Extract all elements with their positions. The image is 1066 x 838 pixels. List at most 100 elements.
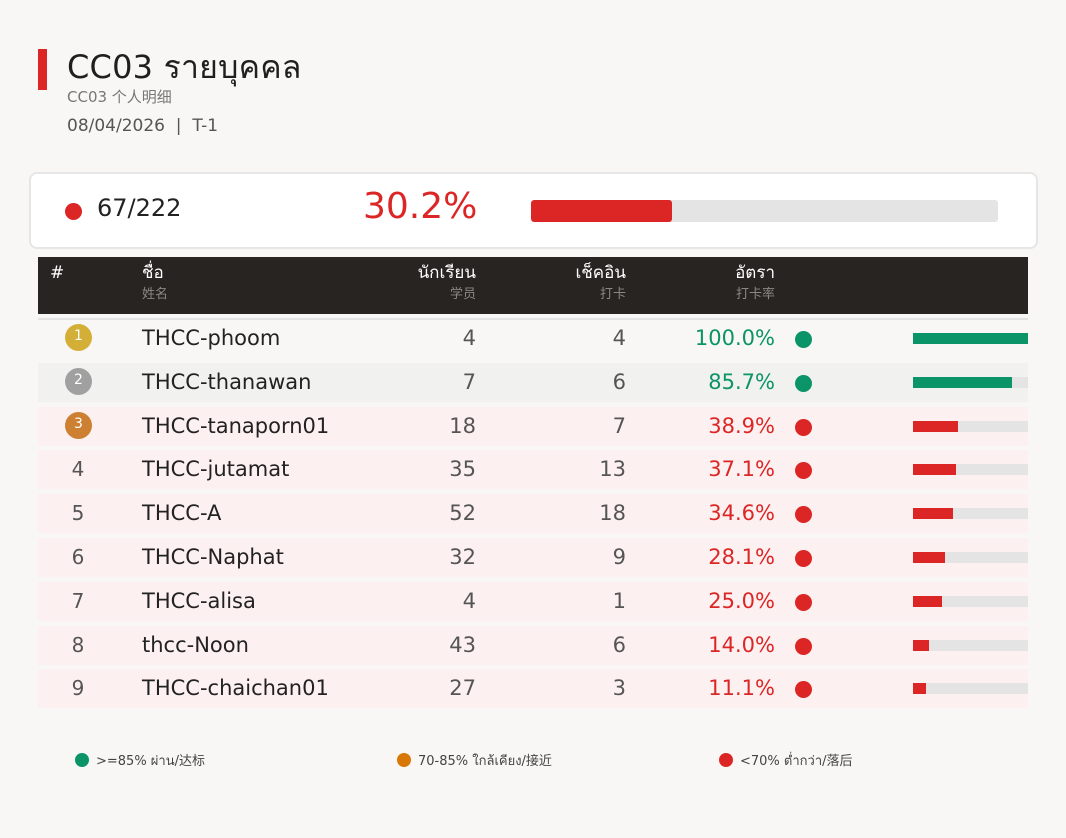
row-rate-bar-track	[913, 464, 1028, 476]
col-students-sub: 学员	[449, 287, 476, 302]
legend-near-dot	[397, 753, 411, 767]
row-students: 52	[449, 501, 476, 526]
rank-number: 6	[71, 545, 85, 569]
table-row: 8 thcc-Noon 43 6 14.0%	[38, 625, 1028, 665]
row-rate: 100.0%	[694, 326, 775, 350]
row-students: 4	[462, 588, 476, 613]
row-rate: 11.1%	[708, 676, 775, 701]
page-title: CC03 รายบุคคล	[67, 48, 302, 86]
row-name: THCC-jutamat	[142, 457, 290, 482]
legend-below-label: <70% ต่ำกว่า/落后	[740, 754, 853, 769]
row-rate-bar-fill	[913, 376, 1012, 388]
row-rate-bar-track	[913, 595, 1028, 607]
row-name: THCC-alisa	[142, 588, 256, 613]
col-rate: อัตรา 打卡率	[735, 262, 775, 304]
row-rate-bar-fill	[913, 683, 926, 695]
row-checkins: 6	[612, 369, 626, 394]
col-rate-sub: 打卡率	[735, 287, 775, 302]
row-status-dot	[795, 637, 812, 655]
row-rate: 28.1%	[708, 545, 775, 569]
row-checkins: 13	[599, 457, 626, 482]
col-checkins-label: เช็คอิน	[575, 263, 626, 283]
col-students-label: นักเรียน	[417, 263, 476, 283]
row-rate: 37.1%	[708, 457, 775, 482]
row-rate-bar-track	[913, 376, 1028, 388]
row-checkins: 4	[612, 326, 626, 350]
row-students: 18	[449, 413, 476, 438]
row-rate-bar-fill	[913, 464, 956, 476]
row-students: 4	[462, 326, 476, 350]
title-accent-bar	[38, 49, 47, 90]
row-status-dot	[795, 593, 812, 611]
row-rate-bar-track	[913, 420, 1028, 432]
row-checkins: 6	[612, 632, 626, 657]
table-header: # ชื่อ 姓名 นักเรียน 学员 เช็คอิน 打卡 อัตรา 打…	[38, 257, 1028, 314]
col-rate-label: อัตรา	[735, 263, 775, 283]
row-rate-bar-track	[913, 683, 1028, 695]
col-checkins: เช็คอิน 打卡	[575, 262, 626, 304]
summary-progress-fill	[531, 200, 673, 222]
row-rate: 34.6%	[708, 501, 775, 526]
legend-below: <70% ต่ำกว่า/落后	[719, 750, 853, 771]
col-students: นักเรียน 学员	[418, 262, 476, 304]
row-rate-bar-fill	[913, 552, 946, 563]
row-checkins: 18	[599, 501, 626, 526]
legend-pass: >=85% ผ่าน/达标	[75, 750, 205, 771]
row-rate-bar-track	[913, 508, 1028, 520]
row-status-dot	[795, 418, 812, 436]
table-row: 7 THCC-alisa 4 1 25.0%	[38, 581, 1028, 621]
rank-number: 7	[71, 588, 85, 613]
table-row: 1 THCC-phoom 4 4 100.0%	[38, 319, 1028, 358]
row-rate-bar-track	[913, 333, 1028, 344]
summary-card: 67/222 30.2%	[29, 172, 1038, 249]
row-status-dot	[795, 681, 812, 699]
col-checkins-sub: 打卡	[599, 287, 626, 302]
table-row: 2 THCC-thanawan 7 6 85.7%	[38, 362, 1028, 402]
summary-status-dot	[65, 203, 82, 220]
legend-near-label: 70-85% ใกล้เคียง/接近	[418, 754, 552, 769]
row-status-dot	[795, 506, 812, 524]
row-rate-bar-fill	[913, 639, 930, 651]
row-rate: 85.7%	[708, 369, 775, 394]
row-rate-bar-fill	[913, 508, 953, 520]
row-name: THCC-A	[142, 501, 222, 526]
row-rate: 14.0%	[708, 632, 775, 657]
col-name: ชื่อ 姓名	[142, 262, 168, 304]
rank-number: 8	[71, 632, 85, 657]
row-status-dot	[795, 374, 812, 392]
row-students: 32	[449, 545, 476, 569]
row-status-dot	[795, 550, 812, 567]
row-rate-bar-track	[913, 639, 1028, 651]
row-rate: 25.0%	[708, 588, 775, 613]
col-name-sub: 姓名	[142, 287, 169, 302]
rank-number: 5	[71, 501, 85, 526]
date-line: 08/04/2026 | T-1	[67, 116, 218, 136]
row-checkins: 7	[612, 413, 626, 438]
row-name: THCC-tanaporn01	[142, 413, 330, 438]
row-students: 27	[449, 676, 476, 701]
legend-pass-dot	[75, 753, 89, 767]
table-row: 4 THCC-jutamat 35 13 37.1%	[38, 450, 1028, 490]
row-status-dot	[795, 331, 812, 348]
report-date: 08/04/2026	[67, 116, 165, 136]
col-rank: #	[50, 262, 64, 284]
row-students: 7	[462, 369, 476, 394]
row-rate: 38.9%	[708, 413, 775, 438]
table-row: 5 THCC-A 52 18 34.6%	[38, 494, 1028, 534]
header-divider	[38, 318, 1028, 320]
row-checkins: 1	[612, 588, 626, 613]
row-rate-bar-fill	[913, 595, 942, 607]
col-rank-label: #	[50, 263, 65, 283]
row-students: 43	[449, 632, 476, 657]
row-name: THCC-thanawan	[142, 369, 312, 394]
rank-medal-icon: 2	[65, 367, 92, 395]
table-row: 6 THCC-Naphat 32 9 28.1%	[38, 538, 1028, 577]
report-period: T-1	[192, 116, 219, 136]
rank-number: 9	[71, 676, 85, 701]
legend-pass-label: >=85% ผ่าน/达标	[96, 754, 205, 769]
row-checkins: 3	[612, 676, 626, 701]
table-row: 9 THCC-chaichan01 27 3 11.1%	[38, 669, 1028, 709]
summary-percent: 30.2%	[363, 186, 478, 227]
row-rate-bar-fill	[913, 333, 1028, 344]
legend-near: 70-85% ใกล้เคียง/接近	[397, 750, 552, 771]
